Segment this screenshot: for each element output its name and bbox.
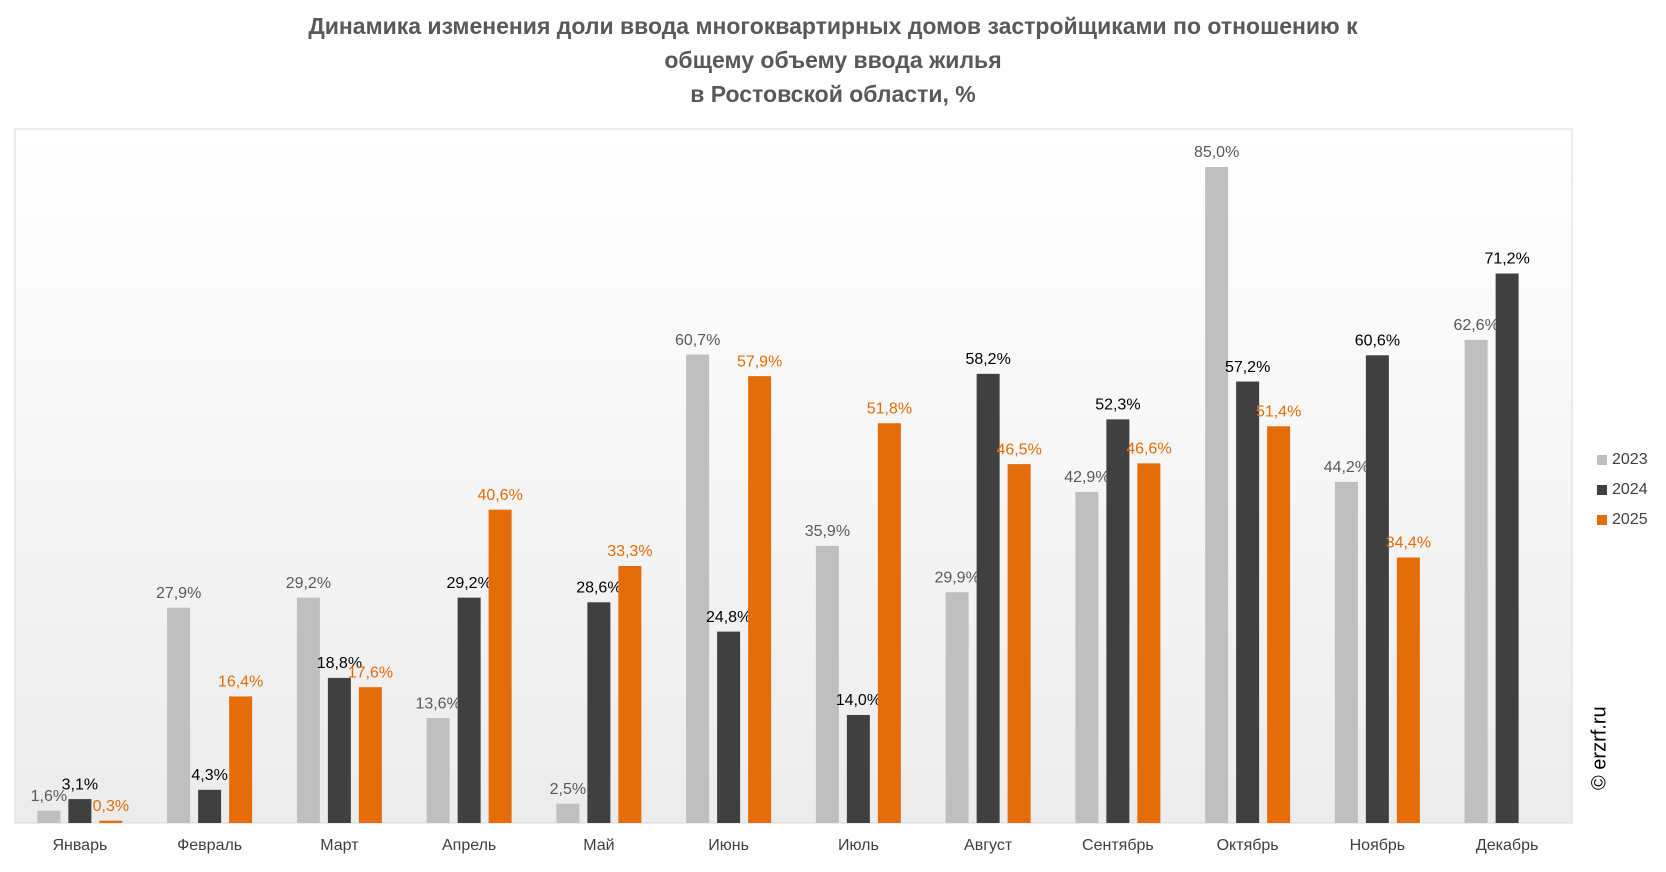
x-tick-label: Сентябрь	[1082, 837, 1154, 854]
data-label: 52,3%	[1095, 397, 1140, 414]
data-label: 33,3%	[607, 543, 652, 560]
bar	[358, 687, 382, 823]
bar	[1396, 557, 1420, 823]
bar	[198, 789, 222, 823]
bar	[426, 718, 450, 823]
bar	[1205, 167, 1229, 823]
data-label: 14,0%	[836, 692, 881, 709]
data-label: 17,6%	[348, 664, 393, 681]
watermark: © erzrf.ru	[1588, 706, 1610, 790]
data-label: 13,6%	[415, 695, 460, 712]
bar	[748, 376, 772, 823]
x-tick-label: Январь	[52, 837, 107, 854]
legend-swatch	[1597, 515, 1607, 525]
x-tick-label: Ноябрь	[1350, 837, 1406, 854]
bar	[556, 803, 580, 823]
bar	[296, 597, 320, 823]
data-label: 34,4%	[1386, 535, 1431, 552]
bar	[229, 696, 253, 823]
x-tick-label: Июль	[838, 837, 879, 854]
bar	[1106, 419, 1130, 823]
x-tick-label: Август	[964, 837, 1013, 854]
chart-title: общему объему ввода жилья	[664, 47, 1001, 73]
bar	[457, 597, 481, 823]
legend-label: 2024	[1612, 481, 1648, 498]
bar	[1334, 481, 1358, 823]
bar	[488, 509, 512, 823]
data-label: 28,6%	[576, 579, 621, 596]
bar	[1365, 355, 1389, 823]
data-label: 42,9%	[1064, 469, 1109, 486]
bar	[1236, 381, 1260, 823]
data-label: 71,2%	[1484, 251, 1529, 268]
data-label: 85,0%	[1194, 144, 1239, 161]
x-tick-label: Июнь	[708, 837, 749, 854]
bar	[815, 545, 839, 823]
bar	[618, 566, 642, 823]
x-tick-label: Март	[320, 837, 359, 854]
data-label: 51,8%	[867, 400, 912, 417]
data-label: 35,9%	[805, 523, 850, 540]
bar	[1137, 463, 1161, 823]
data-label: 46,6%	[1126, 441, 1171, 458]
legend-swatch	[1597, 455, 1607, 465]
data-label: 62,6%	[1453, 317, 1498, 334]
data-label: 60,6%	[1355, 333, 1400, 350]
bar	[717, 631, 741, 823]
data-label: 1,6%	[31, 788, 67, 805]
chart-title: в Ростовской области, %	[690, 81, 976, 107]
data-label: 51,4%	[1256, 404, 1301, 421]
data-label: 57,9%	[737, 353, 782, 370]
data-label: 4,3%	[191, 767, 227, 784]
x-tick-label: Октябрь	[1217, 837, 1279, 854]
data-label: 60,7%	[675, 332, 720, 349]
legend-label: 2025	[1612, 511, 1648, 528]
x-tick-label: Февраль	[177, 837, 242, 854]
data-label: 27,9%	[156, 585, 201, 602]
data-label: 24,8%	[706, 609, 751, 626]
bar	[1007, 464, 1031, 823]
data-label: 29,2%	[446, 575, 491, 592]
data-label: 57,2%	[1225, 359, 1270, 376]
bar	[68, 799, 92, 823]
bar	[686, 354, 710, 823]
data-label: 16,4%	[218, 674, 263, 691]
chart-title: Динамика изменения доли ввода многокварт…	[308, 13, 1358, 39]
legend-label: 2023	[1612, 451, 1648, 468]
bar	[1075, 491, 1099, 823]
data-label: 58,2%	[965, 351, 1010, 368]
bar	[1464, 339, 1488, 823]
x-tick-label: Декабрь	[1476, 837, 1538, 854]
bar	[37, 810, 61, 823]
data-label: 29,9%	[934, 569, 979, 586]
bar	[99, 820, 123, 823]
data-label: 0,3%	[93, 798, 129, 815]
data-label: 46,5%	[996, 441, 1041, 458]
x-tick-label: Май	[583, 837, 614, 854]
bar	[167, 607, 191, 823]
bar	[945, 592, 969, 823]
data-label: 18,8%	[317, 655, 362, 672]
bar	[1495, 273, 1519, 823]
bar	[327, 677, 351, 823]
data-label: 3,1%	[62, 776, 98, 793]
legend-swatch	[1597, 485, 1607, 495]
bar	[976, 373, 1000, 823]
data-label: 29,2%	[286, 575, 331, 592]
data-label: 2,5%	[550, 781, 586, 798]
data-label: 40,6%	[477, 487, 522, 504]
bar	[846, 714, 870, 823]
bar	[1267, 426, 1291, 823]
bar	[877, 423, 901, 823]
data-label: 44,2%	[1324, 459, 1369, 476]
bar	[587, 602, 611, 823]
plot-area	[14, 128, 1573, 824]
x-tick-label: Апрель	[442, 837, 496, 854]
